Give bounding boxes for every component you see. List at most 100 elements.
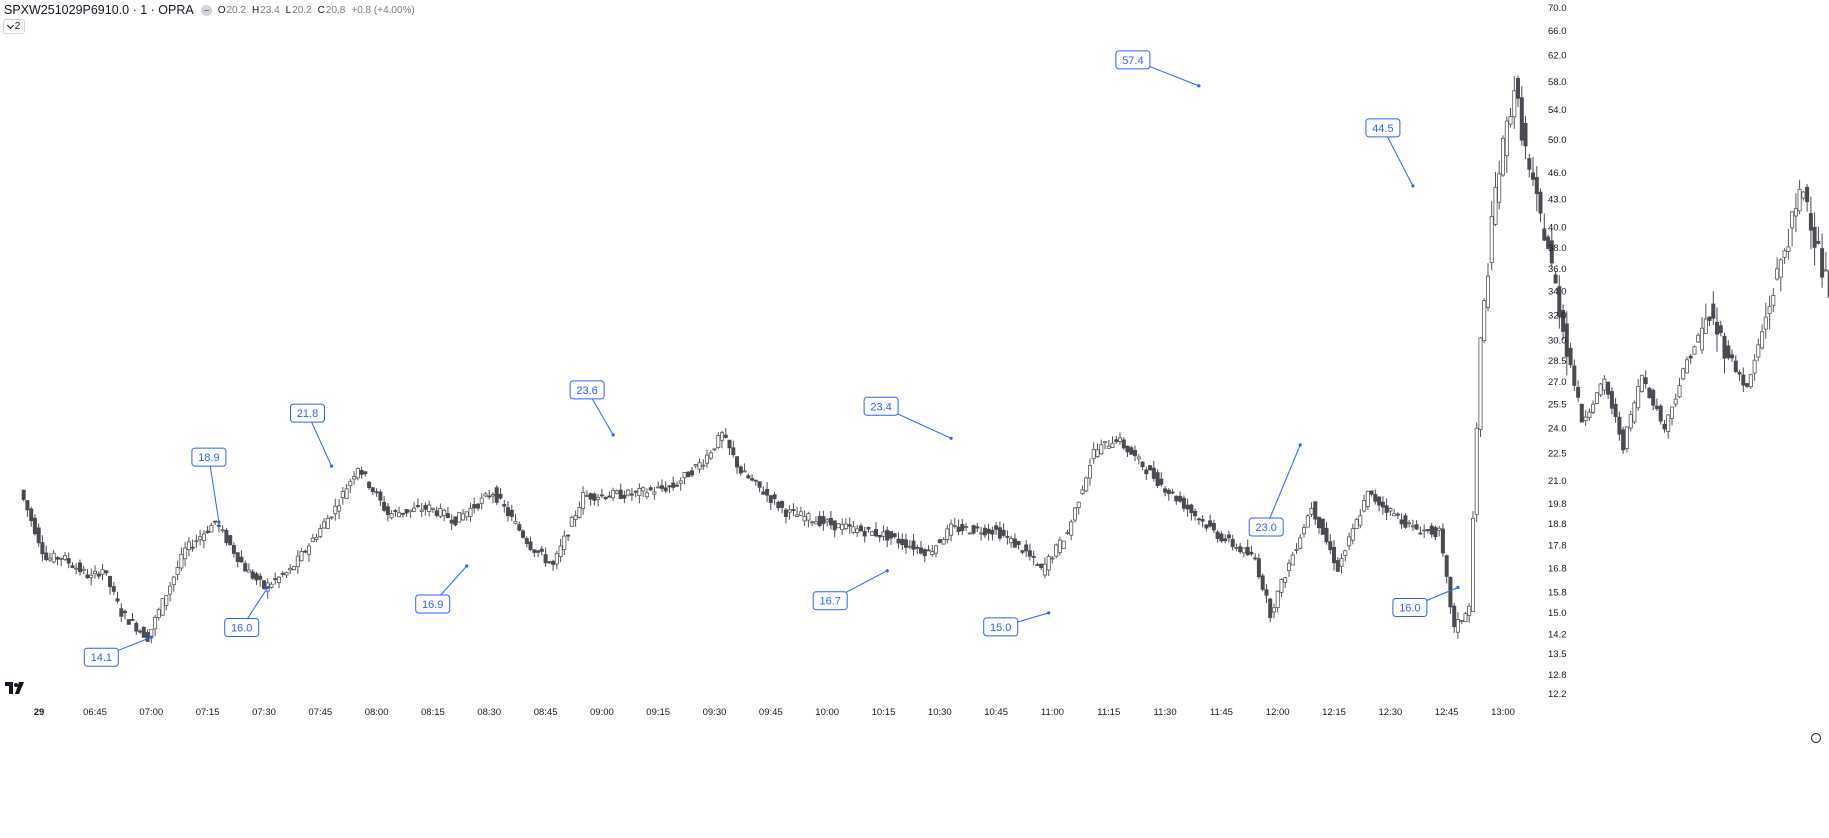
- candle[interactable]: [1253, 553, 1258, 561]
- candle[interactable]: [904, 533, 909, 554]
- candle[interactable]: [231, 542, 236, 558]
- candle[interactable]: [310, 533, 315, 542]
- candle[interactable]: [1125, 445, 1130, 458]
- candle[interactable]: [757, 481, 762, 493]
- candle[interactable]: [209, 522, 214, 533]
- candle[interactable]: [408, 509, 413, 518]
- candle[interactable]: [126, 619, 131, 625]
- candle[interactable]: [119, 603, 124, 622]
- candle[interactable]: [577, 501, 582, 519]
- candle[interactable]: [675, 481, 680, 487]
- candle[interactable]: [828, 511, 833, 530]
- candle[interactable]: [1129, 445, 1134, 455]
- candle[interactable]: [1745, 383, 1750, 389]
- candle[interactable]: [1121, 437, 1126, 451]
- candle[interactable]: [1606, 381, 1611, 399]
- candle[interactable]: [626, 488, 631, 497]
- candle[interactable]: [1163, 485, 1168, 497]
- candle[interactable]: [160, 598, 165, 616]
- candle[interactable]: [1042, 557, 1047, 579]
- candle[interactable]: [1546, 234, 1551, 249]
- candle[interactable]: [1009, 535, 1014, 548]
- candle[interactable]: [1260, 573, 1265, 592]
- candle[interactable]: [1279, 578, 1284, 598]
- candle[interactable]: [1662, 420, 1667, 433]
- candle[interactable]: [1298, 534, 1303, 550]
- candle[interactable]: [96, 571, 101, 579]
- candle[interactable]: [1730, 349, 1735, 362]
- candle[interactable]: [693, 463, 698, 469]
- candle[interactable]: [528, 536, 533, 552]
- candle[interactable]: [1726, 340, 1731, 361]
- candle[interactable]: [273, 572, 278, 585]
- candle[interactable]: [239, 550, 244, 563]
- candle[interactable]: [690, 467, 695, 478]
- candle[interactable]: [1782, 248, 1787, 264]
- candle[interactable]: [705, 449, 710, 468]
- candle[interactable]: [51, 549, 56, 564]
- candle[interactable]: [1234, 543, 1239, 552]
- candle[interactable]: [438, 503, 443, 519]
- candle[interactable]: [941, 537, 946, 545]
- candle[interactable]: [1624, 426, 1629, 453]
- candle[interactable]: [915, 544, 920, 555]
- candle[interactable]: [1151, 461, 1156, 482]
- candle[interactable]: [74, 562, 79, 575]
- candle[interactable]: [1677, 377, 1682, 399]
- candle[interactable]: [1106, 440, 1111, 449]
- candle[interactable]: [1786, 229, 1791, 260]
- candle[interactable]: [1696, 332, 1701, 344]
- candle[interactable]: [881, 525, 886, 541]
- candle[interactable]: [367, 481, 372, 491]
- candle[interactable]: [750, 474, 755, 482]
- candle[interactable]: [997, 521, 1002, 542]
- candle[interactable]: [415, 498, 420, 509]
- candle[interactable]: [1283, 576, 1288, 588]
- candle[interactable]: [802, 510, 807, 526]
- candle[interactable]: [468, 502, 473, 522]
- candle[interactable]: [735, 455, 740, 474]
- candle[interactable]: [1748, 373, 1753, 389]
- candle[interactable]: [832, 520, 837, 538]
- candle[interactable]: [813, 516, 818, 525]
- candle[interactable]: [1020, 549, 1025, 555]
- candle[interactable]: [847, 517, 852, 534]
- candle[interactable]: [1166, 488, 1171, 501]
- candle[interactable]: [1448, 576, 1453, 614]
- candle[interactable]: [1309, 502, 1314, 517]
- candle[interactable]: [584, 490, 589, 497]
- tradingview-logo-icon[interactable]: [5, 682, 27, 694]
- candle[interactable]: [1046, 554, 1051, 577]
- candle[interactable]: [768, 494, 773, 510]
- candle[interactable]: [194, 534, 199, 548]
- candle[interactable]: [258, 573, 263, 587]
- candle[interactable]: [63, 552, 68, 562]
- candle[interactable]: [1275, 590, 1280, 613]
- candle[interactable]: [1797, 179, 1802, 215]
- candle[interactable]: [115, 591, 120, 604]
- candle[interactable]: [138, 629, 143, 634]
- candle[interactable]: [1542, 213, 1547, 242]
- candle[interactable]: [220, 525, 225, 533]
- candle[interactable]: [1583, 410, 1588, 427]
- candle[interactable]: [990, 526, 995, 541]
- candle[interactable]: [975, 522, 980, 533]
- candle[interactable]: [1133, 445, 1138, 462]
- candle[interactable]: [720, 430, 725, 449]
- candle[interactable]: [280, 570, 285, 578]
- candle[interactable]: [618, 483, 623, 500]
- candle[interactable]: [1268, 597, 1273, 623]
- candle[interactable]: [731, 440, 736, 458]
- candle[interactable]: [130, 612, 135, 622]
- candle[interactable]: [967, 531, 972, 535]
- candle[interactable]: [1478, 336, 1483, 437]
- candle[interactable]: [1501, 135, 1506, 177]
- candle[interactable]: [949, 519, 954, 542]
- candle[interactable]: [738, 465, 743, 476]
- candle[interactable]: [104, 570, 109, 576]
- candle[interactable]: [1459, 619, 1464, 625]
- candle[interactable]: [1733, 355, 1738, 374]
- candle[interactable]: [44, 545, 49, 562]
- candle[interactable]: [40, 535, 45, 562]
